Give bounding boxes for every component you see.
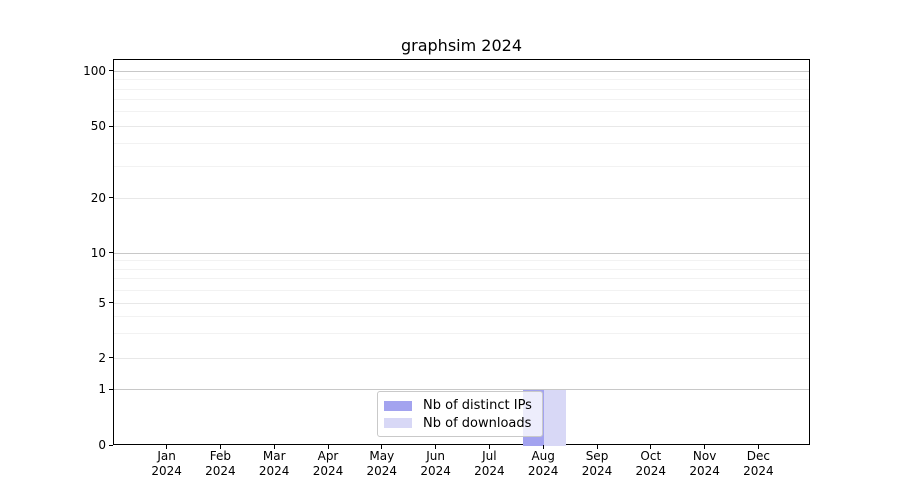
x-tick-label-year: 2024 xyxy=(420,464,451,478)
y-tickmark xyxy=(109,70,113,72)
minor-gridline xyxy=(114,278,809,280)
minor-gridline xyxy=(114,333,809,335)
x-tick-label: Jul 2024 xyxy=(462,449,516,479)
minor-gridline xyxy=(114,268,809,270)
x-tick-label-year: 2024 xyxy=(366,464,398,478)
y-tickmark xyxy=(109,125,113,127)
x-tick-label: Sep 2024 xyxy=(570,449,624,479)
x-tick-label-month: Mar xyxy=(262,449,286,463)
x-tick-label-year: 2024 xyxy=(258,464,290,478)
legend-label: Nb of distinct IPs xyxy=(423,398,532,414)
y-tick-label: 10 xyxy=(90,245,106,260)
x-tick-label: Nov 2024 xyxy=(678,449,732,479)
y-tickmark xyxy=(109,197,113,199)
x-tick-label-month: Feb xyxy=(209,449,232,463)
x-tick-label: Mar 2024 xyxy=(247,449,301,479)
x-tickmark xyxy=(650,445,652,449)
x-tickmark xyxy=(219,445,221,449)
major-gridline xyxy=(114,70,809,72)
legend-swatch xyxy=(384,418,412,429)
chart-title: graphsim 2024 xyxy=(400,36,522,55)
x-tick-label-month: Aug xyxy=(531,449,555,463)
minor-gridline xyxy=(114,79,809,81)
x-tickmark xyxy=(757,445,759,449)
minor-gridline xyxy=(114,111,809,113)
y-tick-label: 2 xyxy=(98,350,106,365)
bar-downloads xyxy=(544,390,566,446)
major-gridline xyxy=(114,197,809,199)
x-tick-label-month: May xyxy=(369,449,395,463)
minor-gridline xyxy=(114,165,809,167)
x-tick-label-year: 2024 xyxy=(581,464,613,478)
legend-entry: Nb of distinct IPs xyxy=(384,397,536,415)
legend-swatch xyxy=(384,400,412,411)
y-tick-label: 5 xyxy=(98,295,106,310)
y-tick-label: 50 xyxy=(90,119,106,133)
x-tickmark xyxy=(435,445,437,449)
x-tick-label-month: Apr xyxy=(317,449,339,463)
major-gridline xyxy=(114,302,809,304)
x-tick-label: May 2024 xyxy=(355,449,409,479)
x-tickmark xyxy=(542,445,544,449)
plot-area xyxy=(113,59,810,446)
minor-gridline xyxy=(114,316,809,318)
x-tick-label-month: Nov xyxy=(692,449,717,463)
x-tick-label: Aug 2024 xyxy=(516,449,570,479)
major-gridline xyxy=(114,389,809,391)
x-tickmark xyxy=(273,445,275,449)
x-tick-label-year: 2024 xyxy=(689,464,720,478)
y-tick-label: 100 xyxy=(83,63,106,78)
legend-label: Nb of downloads xyxy=(423,415,532,431)
y-tickmark xyxy=(109,252,113,254)
x-tick-label-year: 2024 xyxy=(527,464,559,478)
x-tick-label: Feb 2024 xyxy=(193,449,247,479)
x-tick-label: Oct 2024 xyxy=(624,449,678,479)
y-tickmark xyxy=(109,388,113,390)
x-tick-label: Jan 2024 xyxy=(140,449,194,479)
x-tick-label-year: 2024 xyxy=(151,464,182,478)
y-tick-label: 1 xyxy=(98,382,106,397)
x-tick-label: Dec 2024 xyxy=(731,449,785,479)
x-tick-label-year: 2024 xyxy=(312,464,344,478)
major-gridline xyxy=(114,252,809,254)
x-tickmark xyxy=(596,445,598,449)
x-tick-label-year: 2024 xyxy=(205,464,236,478)
x-tick-label-month: Jul xyxy=(482,449,497,463)
minor-gridline xyxy=(114,260,809,262)
x-tickmark xyxy=(166,445,168,449)
minor-gridline xyxy=(114,88,809,90)
minor-gridline xyxy=(114,289,809,291)
x-tick-label: Apr 2024 xyxy=(301,449,355,479)
x-tick-label-month: Dec xyxy=(746,449,770,463)
x-tick-label-month: Oct xyxy=(640,449,662,463)
x-tick-label-month: Jan xyxy=(157,449,176,463)
x-tick-label-year: 2024 xyxy=(474,464,505,478)
minor-gridline xyxy=(114,99,809,101)
y-tick-label: 20 xyxy=(90,190,106,205)
minor-gridline xyxy=(114,143,809,145)
x-tick-label-year: 2024 xyxy=(743,464,774,478)
x-tick-label: Jun 2024 xyxy=(409,449,463,479)
y-tickmark xyxy=(109,302,113,304)
x-tickmark xyxy=(381,445,383,449)
x-tick-label-year: 2024 xyxy=(635,464,667,478)
y-tickmark xyxy=(109,357,113,359)
x-tickmark xyxy=(704,445,706,449)
legend: Nb of distinct IPs Nb of downloads xyxy=(377,391,543,437)
major-gridline xyxy=(114,126,809,127)
major-gridline xyxy=(114,357,809,359)
legend-entry: Nb of downloads xyxy=(384,415,536,433)
y-tickmark xyxy=(109,444,113,446)
x-tickmark xyxy=(488,445,490,449)
x-tick-label-month: Jun xyxy=(426,449,445,463)
x-tickmark xyxy=(327,445,329,449)
y-tick-label: 0 xyxy=(98,438,106,452)
x-tick-label-month: Sep xyxy=(585,449,609,463)
